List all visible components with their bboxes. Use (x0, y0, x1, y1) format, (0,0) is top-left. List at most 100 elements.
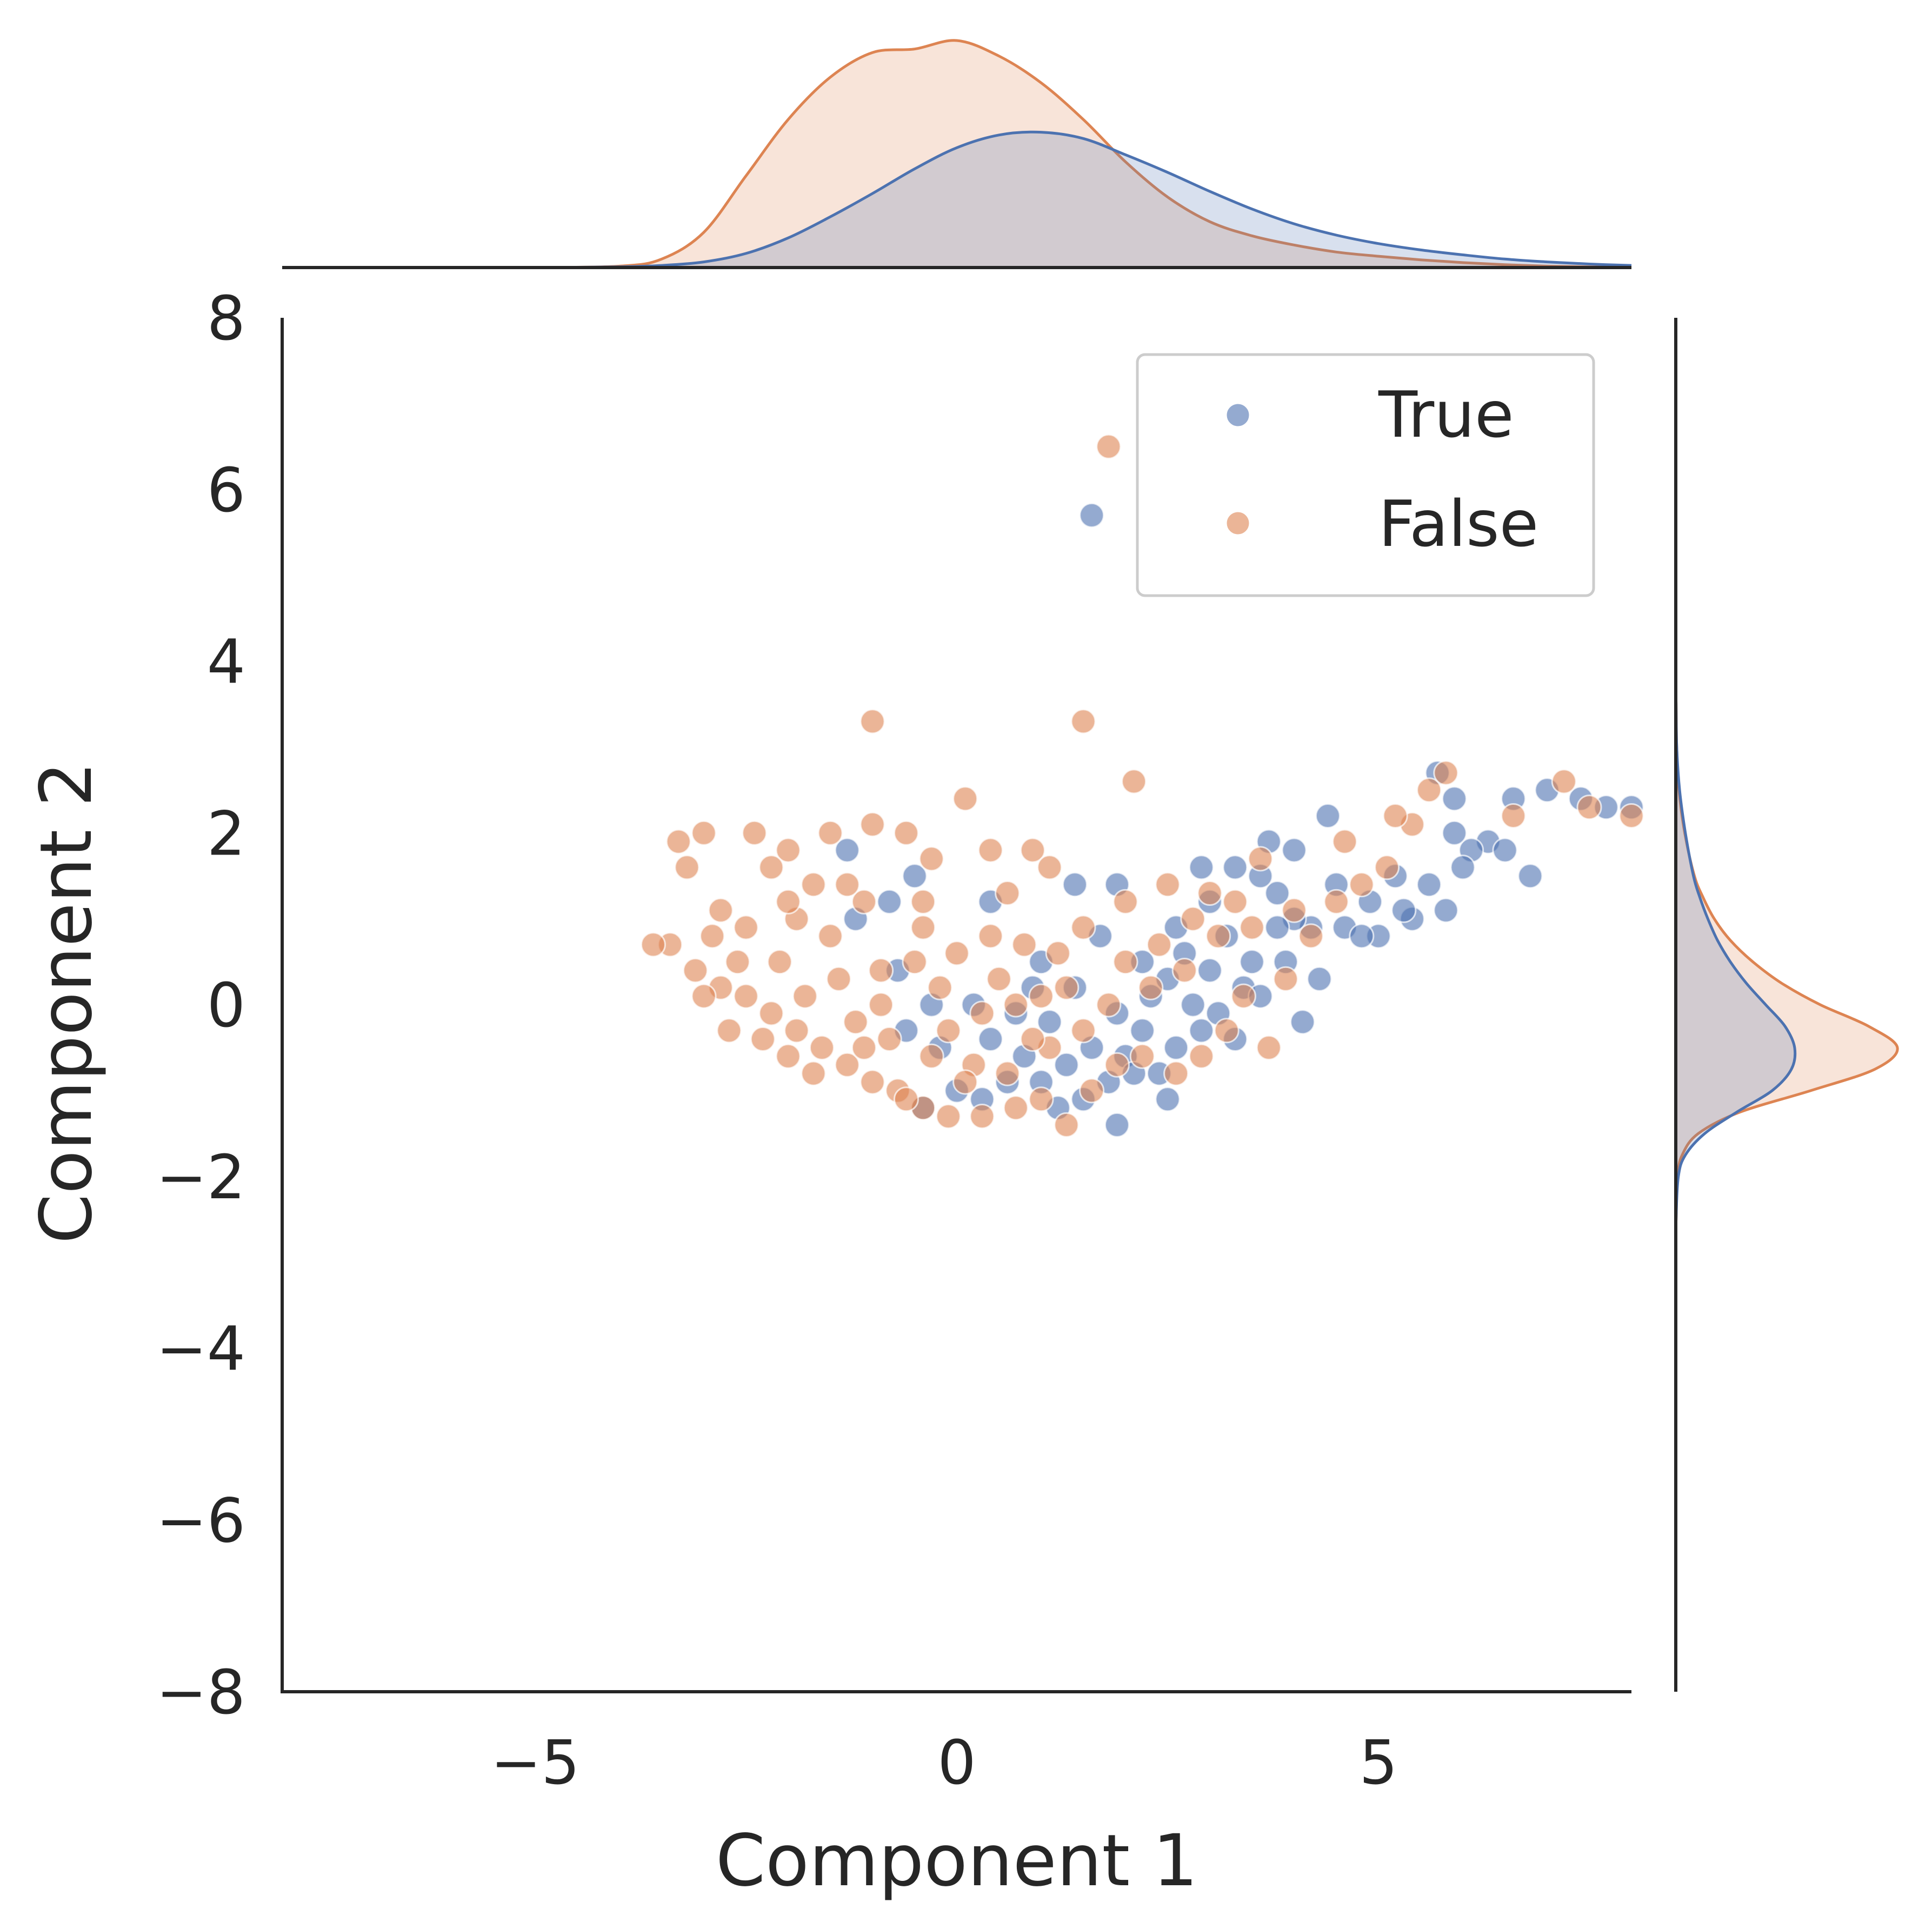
point-false-51 (1298, 923, 1324, 949)
point-false-107 (851, 1034, 877, 1060)
point-false-99 (1020, 1026, 1045, 1052)
point-false-101 (1180, 906, 1206, 932)
legend: True False (1136, 353, 1595, 597)
point-false-40 (1028, 1086, 1054, 1112)
point-false-38 (969, 1104, 995, 1129)
point-false-93 (986, 966, 1012, 992)
point-true-67 (1054, 1052, 1080, 1078)
point-true-20 (1315, 803, 1341, 829)
point-false-85 (1138, 974, 1164, 1000)
point-false-5 (665, 829, 691, 855)
point-false-116 (1054, 974, 1080, 1000)
legend-label-true: True (1378, 377, 1514, 452)
point-false-43 (1104, 1052, 1130, 1078)
top-kde-fill-false (282, 40, 1631, 268)
point-true-35 (1433, 897, 1459, 923)
point-false-8 (817, 820, 843, 846)
top-marginal-kde (282, 39, 1632, 269)
point-false-86 (1171, 958, 1197, 983)
point-true-57 (1062, 872, 1088, 898)
point-true-87 (1281, 837, 1307, 863)
point-true-22 (1222, 855, 1248, 880)
top-kde-fill-true (282, 132, 1631, 268)
point-false-46 (1188, 1043, 1214, 1069)
y-axis-title: Component 2 (25, 762, 108, 1244)
point-false-65 (1112, 889, 1138, 915)
point-true-23 (1188, 855, 1214, 880)
point-true-79 (1264, 915, 1290, 940)
point-false-95 (750, 1026, 776, 1052)
point-true-36 (1129, 1018, 1155, 1044)
y-tick-label-6: −4 (156, 1314, 245, 1385)
point-false-12 (758, 855, 784, 880)
point-false-72 (868, 958, 894, 983)
point-false-54 (1374, 855, 1400, 880)
point-false-96 (801, 1060, 827, 1086)
point-false-114 (1222, 889, 1248, 915)
point-true-11 (1416, 872, 1442, 898)
point-false-48 (1230, 983, 1256, 1009)
point-false-108 (935, 1018, 961, 1044)
point-false-88 (1239, 915, 1265, 940)
legend-label-false: False (1378, 486, 1538, 561)
point-false-14 (801, 872, 827, 898)
point-true-71 (1104, 1112, 1130, 1138)
point-true-6 (1441, 786, 1467, 812)
point-true-9 (1517, 863, 1543, 889)
point-false-98 (952, 1069, 978, 1095)
point-false-62 (1248, 846, 1274, 872)
point-false-10 (893, 820, 919, 846)
point-false-70 (944, 940, 970, 966)
scatter-points (640, 433, 1644, 1138)
point-false-39 (1003, 1095, 1029, 1121)
point-true-60 (876, 889, 902, 915)
point-false-7 (742, 820, 768, 846)
point-false-110 (910, 915, 936, 940)
point-false-87 (1205, 923, 1231, 949)
point-false-11 (775, 837, 801, 863)
point-false-47 (1214, 1018, 1240, 1044)
point-false-42 (1079, 1078, 1105, 1104)
point-false-78 (876, 1026, 902, 1052)
point-true-59 (902, 863, 928, 889)
point-true-29 (1180, 992, 1206, 1018)
point-false-17 (1020, 837, 1045, 863)
x-tick-label-2: 5 (1359, 1728, 1397, 1798)
point-false-61 (1618, 803, 1644, 829)
point-false-84 (1096, 992, 1122, 1018)
point-false-13 (674, 855, 700, 880)
point-true-70 (1290, 1009, 1316, 1035)
point-false-102 (1332, 829, 1358, 855)
point-false-6 (691, 820, 717, 846)
point-false-2 (1070, 709, 1096, 735)
point-false-18 (1037, 855, 1063, 880)
point-false-27 (682, 958, 708, 983)
y-tick-label-3: 2 (207, 799, 245, 869)
point-false-0 (1096, 433, 1122, 459)
point-false-37 (935, 1104, 961, 1129)
point-true-69 (1239, 949, 1265, 975)
point-false-60 (1576, 795, 1602, 820)
point-false-105 (716, 1018, 742, 1044)
point-false-23 (733, 915, 759, 940)
point-false-66 (1070, 915, 1096, 940)
point-true-74 (1197, 958, 1223, 983)
point-false-19 (995, 880, 1021, 906)
point-false-112 (775, 889, 801, 915)
point-true-18 (1264, 880, 1290, 906)
point-false-79 (918, 1043, 944, 1069)
point-false-41 (1054, 1112, 1080, 1138)
point-false-76 (724, 949, 750, 975)
point-false-21 (851, 889, 877, 915)
point-true-72 (1155, 1086, 1181, 1112)
legend-marker-true (1225, 402, 1251, 428)
point-false-63 (1197, 880, 1223, 906)
point-false-24 (699, 923, 725, 949)
point-false-53 (1349, 872, 1375, 898)
point-false-115 (1146, 932, 1172, 958)
point-false-20 (910, 889, 936, 915)
point-false-106 (775, 1043, 801, 1069)
y-tick-label-7: −6 (156, 1486, 245, 1556)
x-tick-label-0: −5 (490, 1728, 579, 1798)
